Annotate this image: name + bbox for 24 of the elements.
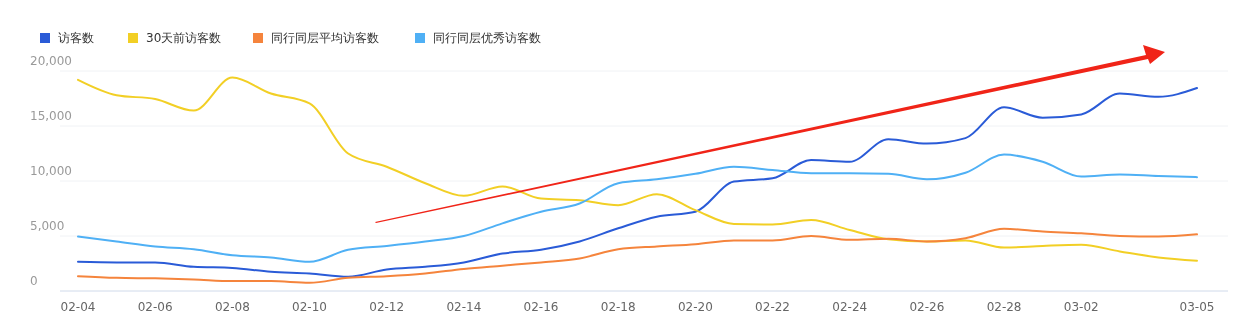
x-tick-label: 02-12	[369, 300, 405, 314]
x-tick-label: 02-10	[292, 300, 327, 314]
legend-label: 30天前访客数	[146, 31, 222, 45]
x-tick-label: 02-16	[523, 300, 559, 314]
y-tick-label: 5,000	[30, 219, 65, 233]
x-tick-label: 02-24	[832, 300, 868, 314]
legend-label: 同行同层优秀访客数	[433, 31, 541, 45]
x-tick-label: 02-04	[60, 300, 96, 314]
y-tick-label: 10,000	[30, 164, 72, 178]
x-tick-label: 02-14	[446, 300, 482, 314]
y-tick-label: 15,000	[30, 109, 72, 123]
x-tick-label: 02-28	[986, 300, 1022, 314]
x-tick-label: 02-08	[214, 300, 250, 314]
y-tick-label: 20,000	[30, 54, 72, 68]
x-tick-label: 03-05	[1179, 300, 1215, 314]
x-tick-label: 02-06	[137, 300, 173, 314]
x-tick-label: 02-22	[755, 300, 790, 314]
x-tick-label: 03-02	[1063, 300, 1099, 314]
x-tick-label: 02-18	[600, 300, 636, 314]
y-tick-label: 0	[30, 274, 38, 288]
x-tick-label: 02-26	[909, 300, 945, 314]
legend-label: 访客数	[58, 31, 94, 45]
legend-label: 同行同层平均访客数	[271, 31, 379, 45]
x-tick-label: 02-20	[677, 300, 713, 314]
